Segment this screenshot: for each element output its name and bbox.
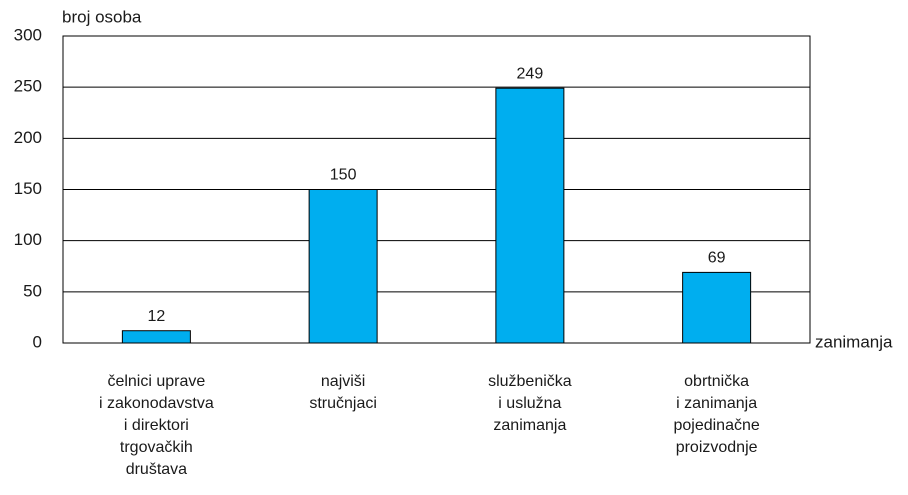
value-label: 249 — [517, 65, 544, 82]
plot-frame — [62, 35, 811, 344]
x-tick-label: i zakonodavstva — [99, 395, 214, 412]
y-tick-label: 150 — [14, 179, 42, 198]
y-tick-label: 300 — [14, 25, 42, 44]
x-tick-label: i uslužna — [498, 395, 561, 412]
value-label: 150 — [330, 167, 357, 184]
value-label: 12 — [147, 308, 165, 325]
bar — [121, 330, 191, 344]
x-tick-label: službenička — [488, 373, 572, 390]
y-tick-label: 100 — [14, 230, 42, 249]
x-tick-label: najviši — [321, 373, 365, 390]
bar — [495, 87, 565, 344]
y-tick-label: 0 — [33, 332, 42, 351]
x-tick-label: čelnici uprave — [107, 373, 205, 390]
x-tick-label: i direktori — [124, 417, 189, 434]
y-tick-label: 200 — [14, 128, 42, 147]
bar — [308, 189, 378, 344]
y-tick-label: 250 — [14, 77, 42, 96]
x-tick-label: proizvodnje — [676, 439, 758, 456]
value-label: 69 — [708, 250, 726, 267]
x-tick-label: trgovačkih — [120, 439, 193, 456]
x-tick-label: stručnjaci — [309, 395, 377, 412]
y-tick-label: 50 — [23, 281, 42, 300]
x-tick-label: društava — [126, 461, 187, 478]
bar — [682, 271, 752, 344]
x-tick-label: i zanimanja — [676, 395, 757, 412]
x-tick-label: obrtnička — [684, 373, 749, 390]
x-axis-label: zanimanja — [815, 332, 893, 351]
x-tick-label: zanimanja — [493, 417, 566, 434]
x-tick-label: pojedinačne — [673, 417, 759, 434]
y-axis-label: broj osoba — [62, 7, 142, 26]
